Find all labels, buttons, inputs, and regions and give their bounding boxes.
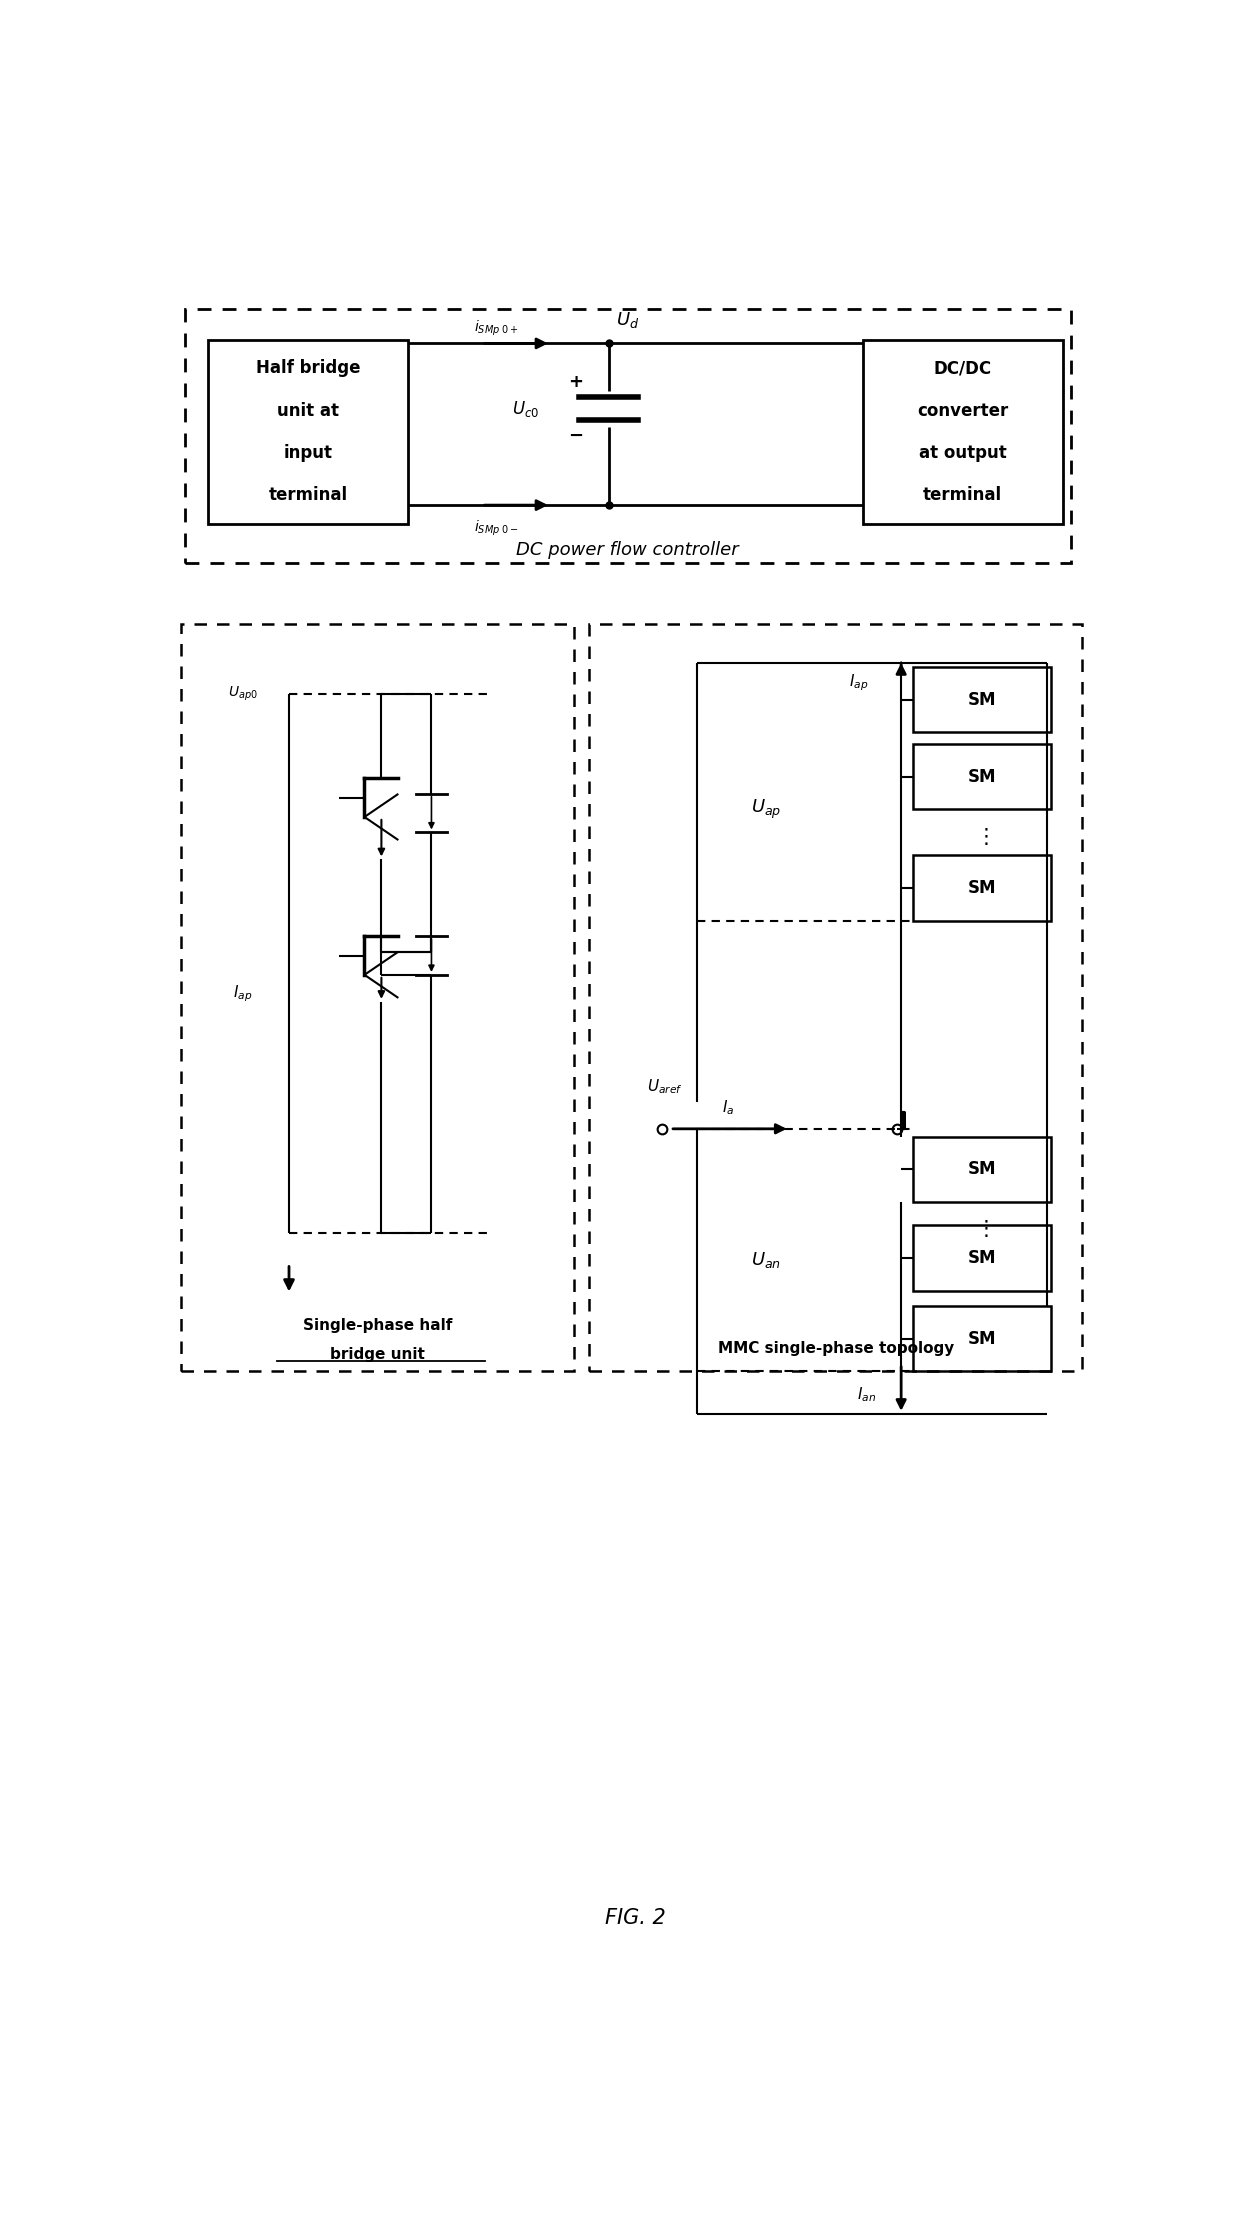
Text: $U_{ap0}$: $U_{ap0}$ (228, 686, 258, 703)
Text: $I_{ap}$: $I_{ap}$ (233, 985, 253, 1005)
Text: $I_{an}$: $I_{an}$ (857, 1384, 875, 1405)
Text: FIG. 2: FIG. 2 (605, 1907, 666, 1927)
Text: SM: SM (967, 1248, 996, 1266)
Text: SM: SM (967, 768, 996, 786)
Text: DC power flow controller: DC power flow controller (517, 540, 739, 558)
Text: input: input (284, 444, 332, 462)
Text: MMC single-phase topology: MMC single-phase topology (718, 1340, 954, 1355)
Text: $U_{c0}$: $U_{c0}$ (512, 400, 539, 420)
Text: terminal: terminal (269, 487, 347, 505)
Text: SM: SM (967, 690, 996, 708)
Text: $i_{SMp\ 0-}$: $i_{SMp\ 0-}$ (475, 518, 520, 538)
Text: $\vdots$: $\vdots$ (975, 826, 988, 846)
Text: DC/DC: DC/DC (934, 360, 992, 377)
Text: $I_{ap}$: $I_{ap}$ (849, 672, 868, 692)
Text: $I_a$: $I_a$ (722, 1099, 734, 1116)
Text: $\vdots$: $\vdots$ (975, 1219, 988, 1239)
Text: unit at: unit at (278, 402, 340, 420)
Text: Half bridge: Half bridge (255, 360, 361, 377)
Text: Single-phase half: Single-phase half (303, 1317, 453, 1333)
Text: $U_{an}$: $U_{an}$ (751, 1250, 781, 1271)
Text: +: + (568, 373, 583, 391)
Text: −: − (568, 427, 583, 444)
Text: terminal: terminal (924, 487, 1002, 505)
Text: $i_{SMp\ 0+}$: $i_{SMp\ 0+}$ (475, 319, 520, 337)
Text: SM: SM (967, 880, 996, 898)
Text: converter: converter (918, 402, 1008, 420)
Text: $U_d$: $U_d$ (616, 310, 640, 330)
Text: SM: SM (967, 1329, 996, 1349)
Text: $U_{aref}$: $U_{aref}$ (647, 1076, 683, 1096)
Text: bridge unit: bridge unit (330, 1346, 425, 1362)
Text: $U_{ap}$: $U_{ap}$ (751, 797, 781, 822)
Text: SM: SM (967, 1161, 996, 1179)
Text: at output: at output (919, 444, 1007, 462)
